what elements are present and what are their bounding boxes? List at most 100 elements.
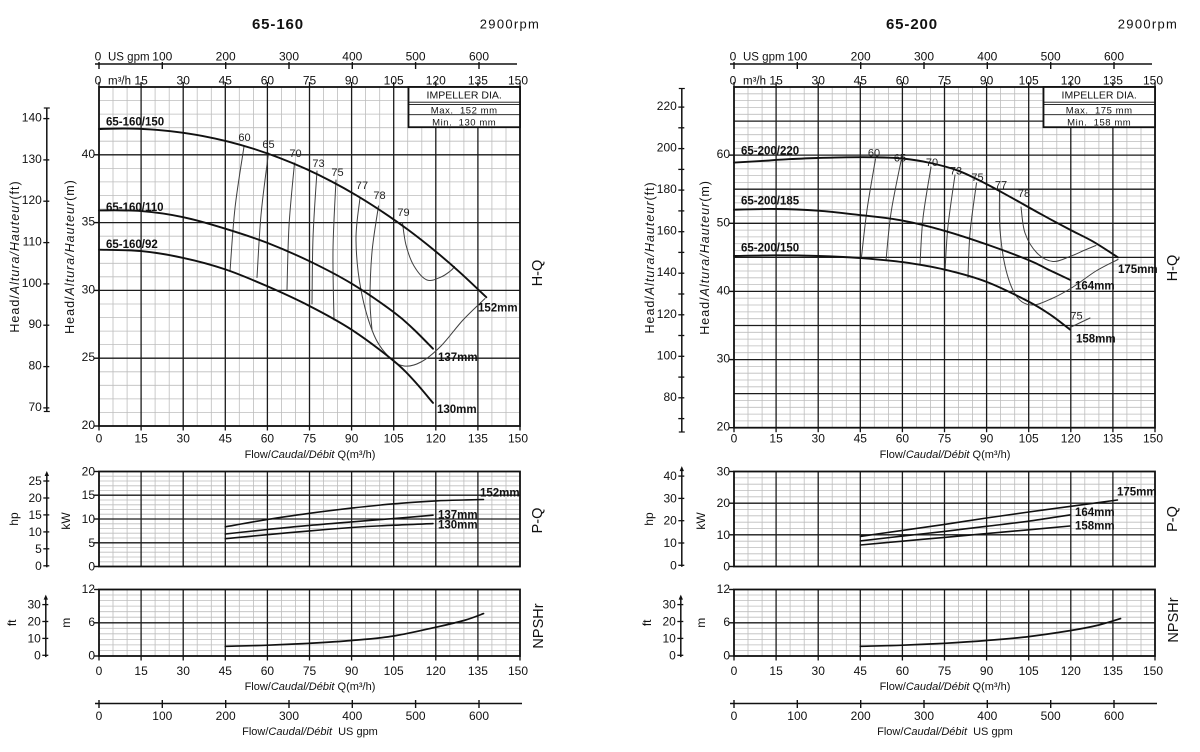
svg-text:20: 20 bbox=[82, 418, 96, 432]
svg-text:65-200/185: 65-200/185 bbox=[741, 196, 800, 208]
svg-text:70: 70 bbox=[289, 148, 301, 160]
svg-text:Flow/Caudal/Débit Q(m³/h): Flow/Caudal/Débit Q(m³/h) bbox=[880, 449, 1011, 461]
svg-text:175mm: 175mm bbox=[1117, 487, 1157, 499]
svg-text:200: 200 bbox=[851, 709, 871, 723]
svg-text:120: 120 bbox=[426, 74, 446, 88]
svg-text:30: 30 bbox=[82, 282, 96, 296]
svg-text:30: 30 bbox=[717, 465, 731, 479]
svg-text:135: 135 bbox=[1103, 74, 1123, 88]
svg-text:45: 45 bbox=[854, 74, 868, 88]
svg-text:80: 80 bbox=[28, 359, 42, 373]
svg-text:130mm: 130mm bbox=[438, 520, 478, 532]
svg-text:Max. 152 mm: Max. 152 mm bbox=[431, 106, 498, 117]
svg-text:0: 0 bbox=[96, 664, 103, 678]
svg-text:73: 73 bbox=[312, 158, 324, 170]
svg-text:75: 75 bbox=[1070, 311, 1082, 323]
svg-text:40: 40 bbox=[663, 469, 677, 483]
svg-text:0: 0 bbox=[723, 649, 730, 663]
svg-text:30: 30 bbox=[177, 74, 191, 88]
svg-text:kW: kW bbox=[59, 512, 73, 530]
svg-text:75: 75 bbox=[303, 432, 317, 446]
svg-text:600: 600 bbox=[469, 709, 489, 723]
svg-text:135: 135 bbox=[468, 664, 488, 678]
svg-text:Flow/Caudal/Débit US gpm: Flow/Caudal/Débit US gpm bbox=[877, 726, 1013, 738]
svg-text:77: 77 bbox=[356, 180, 368, 192]
svg-text:US gpm: US gpm bbox=[743, 52, 785, 64]
svg-text:65-200/150: 65-200/150 bbox=[741, 243, 799, 255]
svg-text:m: m bbox=[59, 618, 73, 628]
svg-text:140: 140 bbox=[657, 265, 677, 279]
svg-text:150: 150 bbox=[508, 432, 528, 446]
svg-text:35: 35 bbox=[82, 215, 96, 229]
svg-text:500: 500 bbox=[406, 50, 426, 64]
svg-text:0: 0 bbox=[730, 74, 737, 88]
svg-text:78: 78 bbox=[1018, 188, 1030, 200]
svg-text:0: 0 bbox=[88, 560, 95, 574]
svg-text:15: 15 bbox=[28, 508, 42, 522]
svg-text:30: 30 bbox=[717, 352, 731, 366]
svg-text:135: 135 bbox=[468, 74, 488, 88]
svg-text:30: 30 bbox=[662, 598, 676, 612]
svg-text:5: 5 bbox=[35, 542, 42, 556]
svg-text:150: 150 bbox=[1143, 664, 1163, 678]
svg-text:600: 600 bbox=[1104, 50, 1124, 64]
svg-text:60: 60 bbox=[261, 432, 275, 446]
svg-text:P-Q: P-Q bbox=[530, 508, 546, 534]
svg-text:30: 30 bbox=[812, 74, 826, 88]
svg-text:0: 0 bbox=[88, 649, 95, 663]
svg-text:105: 105 bbox=[384, 664, 404, 678]
svg-text:NPSHr: NPSHr bbox=[531, 603, 547, 648]
svg-text:500: 500 bbox=[1041, 50, 1061, 64]
svg-text:75: 75 bbox=[303, 74, 317, 88]
svg-text:m³/h: m³/h bbox=[108, 76, 131, 88]
svg-text:Head/Altura/Hauteur(ft): Head/Altura/Hauteur(ft) bbox=[643, 181, 657, 333]
svg-text:100: 100 bbox=[787, 50, 807, 64]
svg-text:135: 135 bbox=[1103, 432, 1123, 446]
svg-text:45: 45 bbox=[219, 74, 233, 88]
svg-text:135: 135 bbox=[1103, 664, 1123, 678]
svg-text:40: 40 bbox=[717, 283, 731, 297]
svg-text:75: 75 bbox=[938, 74, 952, 88]
svg-text:10: 10 bbox=[28, 525, 42, 539]
svg-text:0: 0 bbox=[96, 709, 103, 723]
svg-text:130: 130 bbox=[22, 152, 42, 166]
svg-text:Head/Altura/Hauteur(m): Head/Altura/Hauteur(m) bbox=[698, 180, 712, 335]
svg-text:400: 400 bbox=[342, 50, 362, 64]
svg-text:300: 300 bbox=[914, 709, 934, 723]
svg-text:150: 150 bbox=[508, 74, 528, 88]
svg-text:152mm: 152mm bbox=[480, 488, 520, 500]
svg-text:65-200: 65-200 bbox=[886, 16, 938, 33]
svg-text:30: 30 bbox=[812, 432, 826, 446]
svg-text:m³/h: m³/h bbox=[743, 76, 766, 88]
svg-text:100: 100 bbox=[152, 709, 172, 723]
svg-text:45: 45 bbox=[854, 432, 868, 446]
svg-text:75: 75 bbox=[303, 664, 317, 678]
svg-text:30: 30 bbox=[663, 491, 677, 505]
svg-text:Max. 175 mm: Max. 175 mm bbox=[1066, 106, 1133, 117]
svg-text:400: 400 bbox=[342, 709, 362, 723]
svg-text:2900rpm: 2900rpm bbox=[480, 17, 540, 32]
svg-text:0: 0 bbox=[95, 74, 102, 88]
svg-text:US gpm: US gpm bbox=[108, 52, 150, 64]
svg-text:90: 90 bbox=[345, 432, 359, 446]
svg-text:120: 120 bbox=[1061, 74, 1081, 88]
svg-text:77: 77 bbox=[995, 180, 1007, 192]
svg-text:105: 105 bbox=[1019, 664, 1039, 678]
svg-text:m: m bbox=[694, 618, 708, 628]
svg-text:500: 500 bbox=[406, 709, 426, 723]
svg-text:Head/Altura/Hauteur(ft): Head/Altura/Hauteur(ft) bbox=[8, 180, 22, 332]
svg-text:400: 400 bbox=[977, 709, 997, 723]
svg-text:60: 60 bbox=[896, 74, 910, 88]
svg-text:25: 25 bbox=[28, 474, 42, 488]
svg-text:90: 90 bbox=[345, 664, 359, 678]
svg-text:90: 90 bbox=[980, 664, 994, 678]
svg-text:137mm: 137mm bbox=[438, 510, 478, 522]
svg-text:120: 120 bbox=[426, 664, 446, 678]
svg-text:200: 200 bbox=[216, 50, 236, 64]
svg-text:65-200/220: 65-200/220 bbox=[741, 146, 799, 158]
svg-text:60: 60 bbox=[896, 664, 910, 678]
svg-text:120: 120 bbox=[1061, 664, 1081, 678]
svg-text:158mm: 158mm bbox=[1075, 521, 1115, 533]
svg-text:137mm: 137mm bbox=[438, 352, 478, 364]
svg-text:20: 20 bbox=[27, 615, 41, 629]
